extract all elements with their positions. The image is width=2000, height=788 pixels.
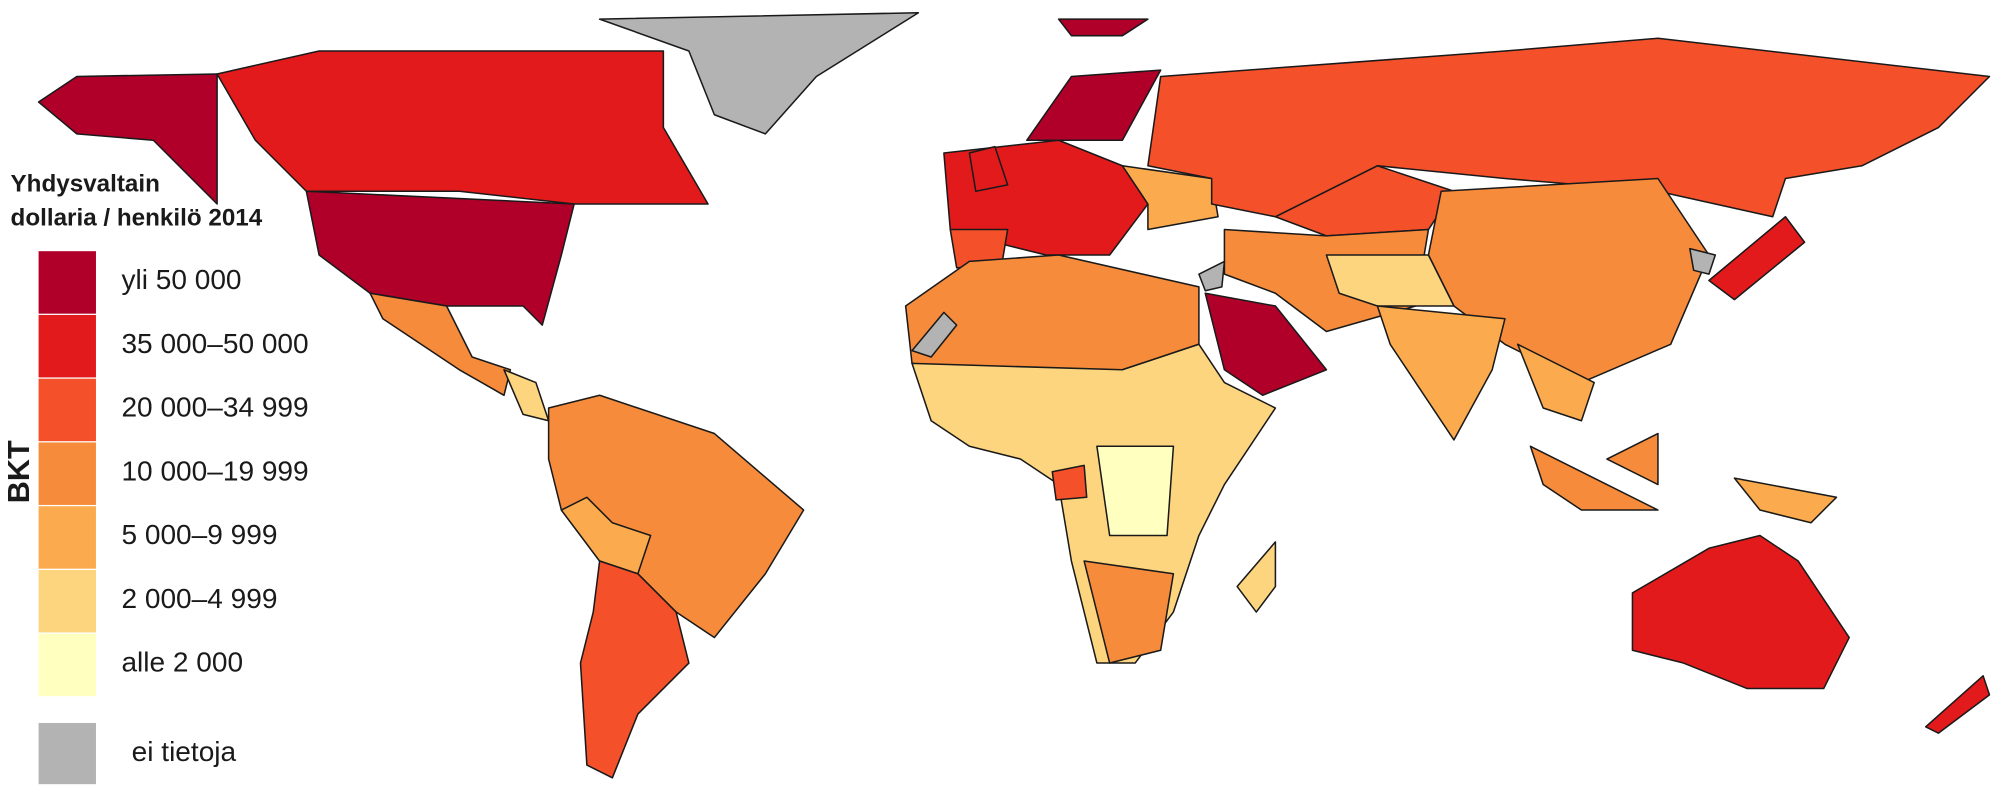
greenland	[598, 11, 920, 135]
indonesia	[1529, 445, 1659, 511]
papua-new-guinea	[1733, 477, 1838, 524]
legend-swatch	[38, 251, 96, 314]
legend-label: 2 000–4 999	[121, 583, 277, 614]
argentina-chile	[579, 560, 690, 779]
north-korea	[1689, 247, 1717, 275]
japan	[1708, 215, 1806, 301]
legend-label: 35 000–50 000	[121, 328, 308, 359]
legend-title: dollaria / henkilö 2014	[11, 205, 263, 232]
canada	[216, 50, 709, 205]
eastern-europe	[1121, 164, 1219, 231]
new-zealand	[1924, 675, 1991, 734]
legend-label: yli 50 000	[121, 264, 241, 295]
legend-swatch	[38, 722, 96, 785]
north-africa	[904, 254, 1200, 371]
central-africa	[1096, 445, 1175, 537]
scandinavia	[1026, 69, 1162, 142]
india	[1376, 305, 1506, 441]
legend-label: 5 000–9 999	[121, 519, 277, 550]
axis-label: BKT	[2, 440, 36, 503]
southern-africa	[1083, 560, 1175, 664]
australia	[1631, 534, 1850, 690]
legend-label: 20 000–34 999	[121, 392, 308, 423]
legend-label: alle 2 000	[121, 647, 243, 678]
russia	[1147, 37, 1991, 218]
south-america-north	[547, 394, 805, 639]
levant	[1198, 260, 1226, 292]
legend-swatch	[38, 506, 96, 569]
legend-swatch	[38, 633, 96, 697]
madagascar	[1236, 541, 1277, 613]
uk	[968, 145, 1009, 193]
southeast-asia	[1516, 343, 1595, 422]
borneo	[1606, 432, 1659, 486]
gabon	[1051, 464, 1088, 501]
legend-swatch	[38, 442, 96, 505]
saudi-arabia	[1204, 292, 1328, 397]
legend-label: 10 000–19 999	[121, 455, 308, 486]
legend-swatch	[38, 314, 96, 378]
countries	[37, 11, 1991, 779]
central-america	[503, 369, 550, 422]
south-asia-west	[1325, 254, 1455, 307]
usa	[305, 190, 575, 326]
legend-swatch	[38, 569, 96, 633]
legend-swatch	[38, 378, 96, 442]
legend: Yhdysvaltain dollaria / henkilö 2014 BKT…	[2, 170, 309, 785]
western-sahara	[911, 311, 958, 358]
mexico	[369, 292, 512, 397]
iceland	[1057, 18, 1149, 37]
sub-saharan-africa	[911, 343, 1277, 664]
legend-title: Yhdysvaltain	[11, 170, 160, 197]
legend-label: ei tietoja	[132, 736, 237, 767]
